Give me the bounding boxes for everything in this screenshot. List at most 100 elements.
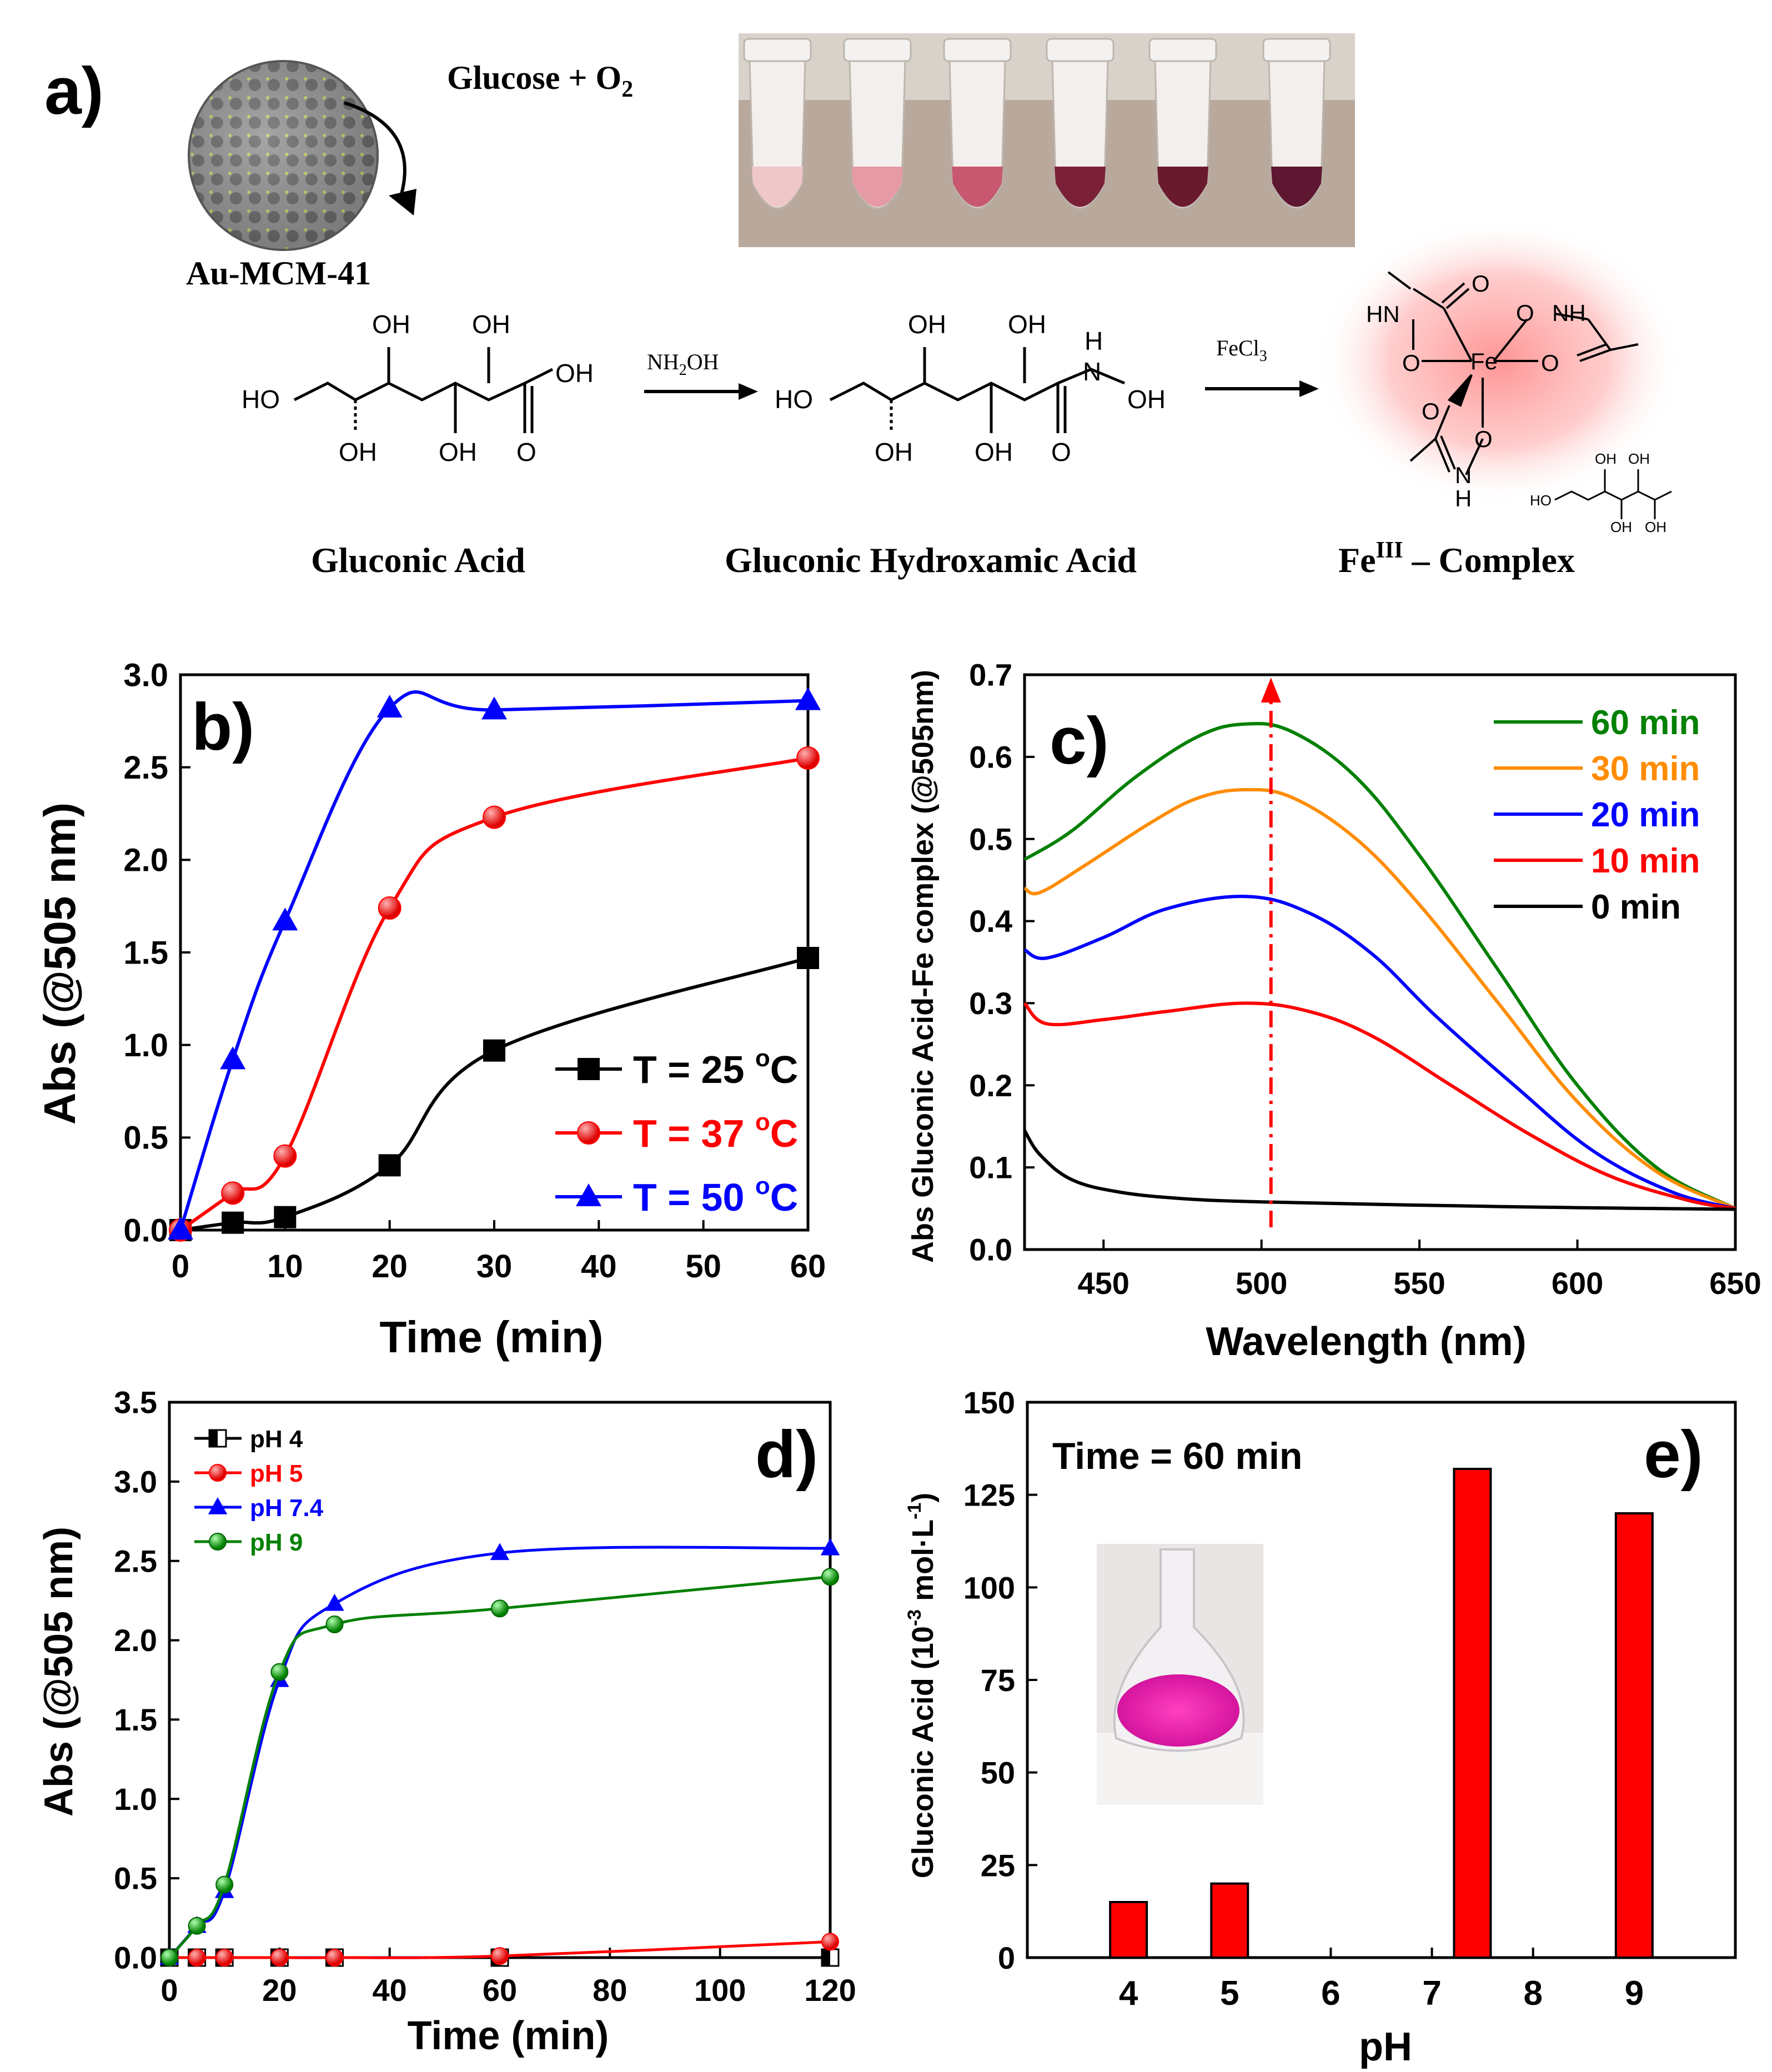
- chart-b-legend-marker: [576, 1183, 601, 1206]
- compound-label-gluconic-acid: Gluconic Acid: [311, 540, 525, 580]
- chart-d-point: [188, 1917, 206, 1935]
- svg-text:O: O: [1516, 300, 1534, 326]
- chart-c-xtick-label: 650: [1709, 1266, 1761, 1301]
- chart-c-series-line-0: [1023, 722, 1736, 1210]
- tube-1: [743, 38, 812, 209]
- chart-d: 0 20 40 60 80 100 120 0.0 0.5 1.0 1.5 2.0 2.5 3.0 3.5 p…: [114, 1385, 856, 2008]
- tube-cap: [743, 38, 812, 62]
- chart-b-legend-label: T = 37 oC: [633, 1108, 798, 1155]
- curved-arrow-head-icon: [389, 189, 416, 215]
- svg-text:OH: OH: [339, 438, 377, 466]
- svg-text:O: O: [1402, 350, 1420, 376]
- chart-e: 4 5 6 7 8 9 0 25 50 75 100 125 150: [963, 1385, 1737, 2013]
- chart-b-ytick-label: 3.0: [123, 657, 168, 693]
- chart-d-legend-marker: [209, 1533, 227, 1551]
- chart-e-xtick-label: 9: [1625, 1974, 1644, 2013]
- chart-b-legend-label: T = 25 oC: [633, 1045, 798, 1091]
- chart-d-panel-label: d): [755, 1417, 818, 1492]
- chart-e-ytick-label: 125: [963, 1478, 1015, 1513]
- chart-c-xtick-label: 500: [1236, 1266, 1287, 1301]
- chart-e-xtick-label: 4: [1119, 1974, 1138, 2013]
- chart-e-xtick-label: 8: [1523, 1974, 1542, 2013]
- chart-b-point: [483, 805, 506, 829]
- chart-d-point: [270, 1949, 289, 1966]
- chart-b-legend-unit: C: [770, 1112, 799, 1155]
- chart-b-xtick-label: 0: [172, 1248, 189, 1285]
- chart-b-ylabel: Abs (@505 nm): [35, 802, 84, 1125]
- svg-text:HN: HN: [1366, 301, 1400, 327]
- chart-d-xtick-label: 80: [593, 1973, 627, 2008]
- tubes-photo: [739, 33, 1355, 247]
- chart-b-point: [220, 1046, 246, 1070]
- tube-liquid: [752, 167, 803, 207]
- chart-e-xtick-label: 6: [1321, 1974, 1340, 2013]
- compound-label-hydroxamic-acid: Gluconic Hydroxamic Acid: [725, 540, 1137, 580]
- chart-e-bar: [1210, 1882, 1249, 1959]
- chart-c-series-line-3: [1023, 1001, 1736, 1211]
- svg-text:OH: OH: [1127, 385, 1166, 414]
- chart-b-xtick-label: 60: [790, 1248, 826, 1285]
- tube-3: [943, 38, 1012, 209]
- panel-a-label: a): [44, 54, 104, 128]
- chart-b-ytick-label: 2.0: [123, 842, 168, 879]
- svg-text:OH: OH: [908, 310, 946, 339]
- svg-text:OH: OH: [472, 310, 510, 339]
- chart-c: 450 500 550 600 650 0.0 0.1 0.2 0.3 0.4 0.5 0.6 0.7 6…: [969, 658, 1761, 1301]
- chart-d-xtick-label: 0: [160, 1973, 178, 2008]
- chart-b-point: [797, 947, 819, 969]
- gluconic-acid-structure: [293, 347, 554, 433]
- chart-d-point: [821, 1933, 839, 1951]
- svg-text:Fe: Fe: [1470, 348, 1498, 374]
- chart-c-ytick-label: 0.3: [969, 986, 1012, 1021]
- tube-cap: [1148, 38, 1217, 62]
- chart-d-point: [491, 1947, 509, 1965]
- svg-text:OH: OH: [1645, 519, 1666, 535]
- chart-b-point: [272, 907, 298, 931]
- chart-b-point: [378, 1154, 401, 1177]
- tube-row: [743, 38, 1331, 209]
- chart-b: 0 10 20 30 40 50 60 0.0 0.5 1.0 1.5 2.0 2.5 3.0 T = 25…: [123, 657, 826, 1285]
- chart-c-panel-label: c): [1050, 704, 1109, 778]
- chart-b-point: [274, 1206, 297, 1228]
- chart-b-point: [377, 695, 403, 718]
- svg-text:O: O: [1474, 426, 1493, 452]
- compound-label-fe-complex: FeIII – Complex: [1338, 538, 1575, 580]
- chart-c-xlabel: Wavelength (nm): [1206, 1320, 1526, 1364]
- hydroxamic-acid-structure: [829, 347, 1125, 433]
- chart-e-annotation: Time = 60 min: [1052, 1435, 1302, 1477]
- panel-a: a) Glucose + O2 Au-MCM-41 H: [44, 33, 1683, 580]
- chart-d-ytick-label: 0.0: [114, 1940, 157, 1975]
- flask-photo-inset: [1097, 1544, 1263, 1805]
- chart-b-legend-degree: o: [755, 1045, 770, 1072]
- svg-text:OH: OH: [372, 310, 410, 339]
- chart-c-series-line-1: [1023, 787, 1736, 1210]
- chart-b-point: [481, 696, 507, 720]
- tube-liquid: [852, 167, 903, 207]
- tube-liquid: [1271, 167, 1322, 207]
- chart-c-legend-label: 20 min: [1591, 796, 1700, 834]
- chart-d-series-line-3: [168, 1575, 831, 1959]
- chart-d-ytick-label: 3.5: [114, 1385, 157, 1420]
- svg-text:HO: HO: [1530, 492, 1552, 509]
- chart-c-legend-label: 60 min: [1591, 704, 1700, 742]
- tube-4: [1046, 38, 1115, 209]
- chart-d-point: [490, 1543, 510, 1561]
- chart-e-ytick-label: 25: [981, 1848, 1015, 1883]
- chart-b-point: [796, 746, 820, 770]
- gluconic-acid-atoms: HO OH OH OH OH OH O: [242, 310, 594, 466]
- chart-c-ytick-label: 0.7: [969, 658, 1012, 693]
- fe-complex-structure: [1387, 271, 1639, 475]
- chart-d-legend-label: pH 7.4: [250, 1494, 324, 1522]
- chart-c-legend-label: 10 min: [1591, 842, 1700, 880]
- chart-d-point: [820, 1538, 840, 1556]
- chart-c-legend-label: 0 min: [1591, 888, 1681, 926]
- chart-d-legend-marker-fill: [209, 1430, 218, 1447]
- chart-b-point: [273, 1144, 297, 1168]
- chart-e-xtick-label: 7: [1422, 1974, 1441, 2013]
- chart-e-bar: [1453, 1468, 1492, 1959]
- chart-d-xtick-label: 120: [804, 1973, 856, 2008]
- chart-e-ytick-label: 0: [998, 1940, 1015, 1975]
- tube-liquid: [1157, 167, 1208, 207]
- chart-c-series-line-4: [1023, 1129, 1736, 1211]
- chart-d-point: [188, 1949, 206, 1966]
